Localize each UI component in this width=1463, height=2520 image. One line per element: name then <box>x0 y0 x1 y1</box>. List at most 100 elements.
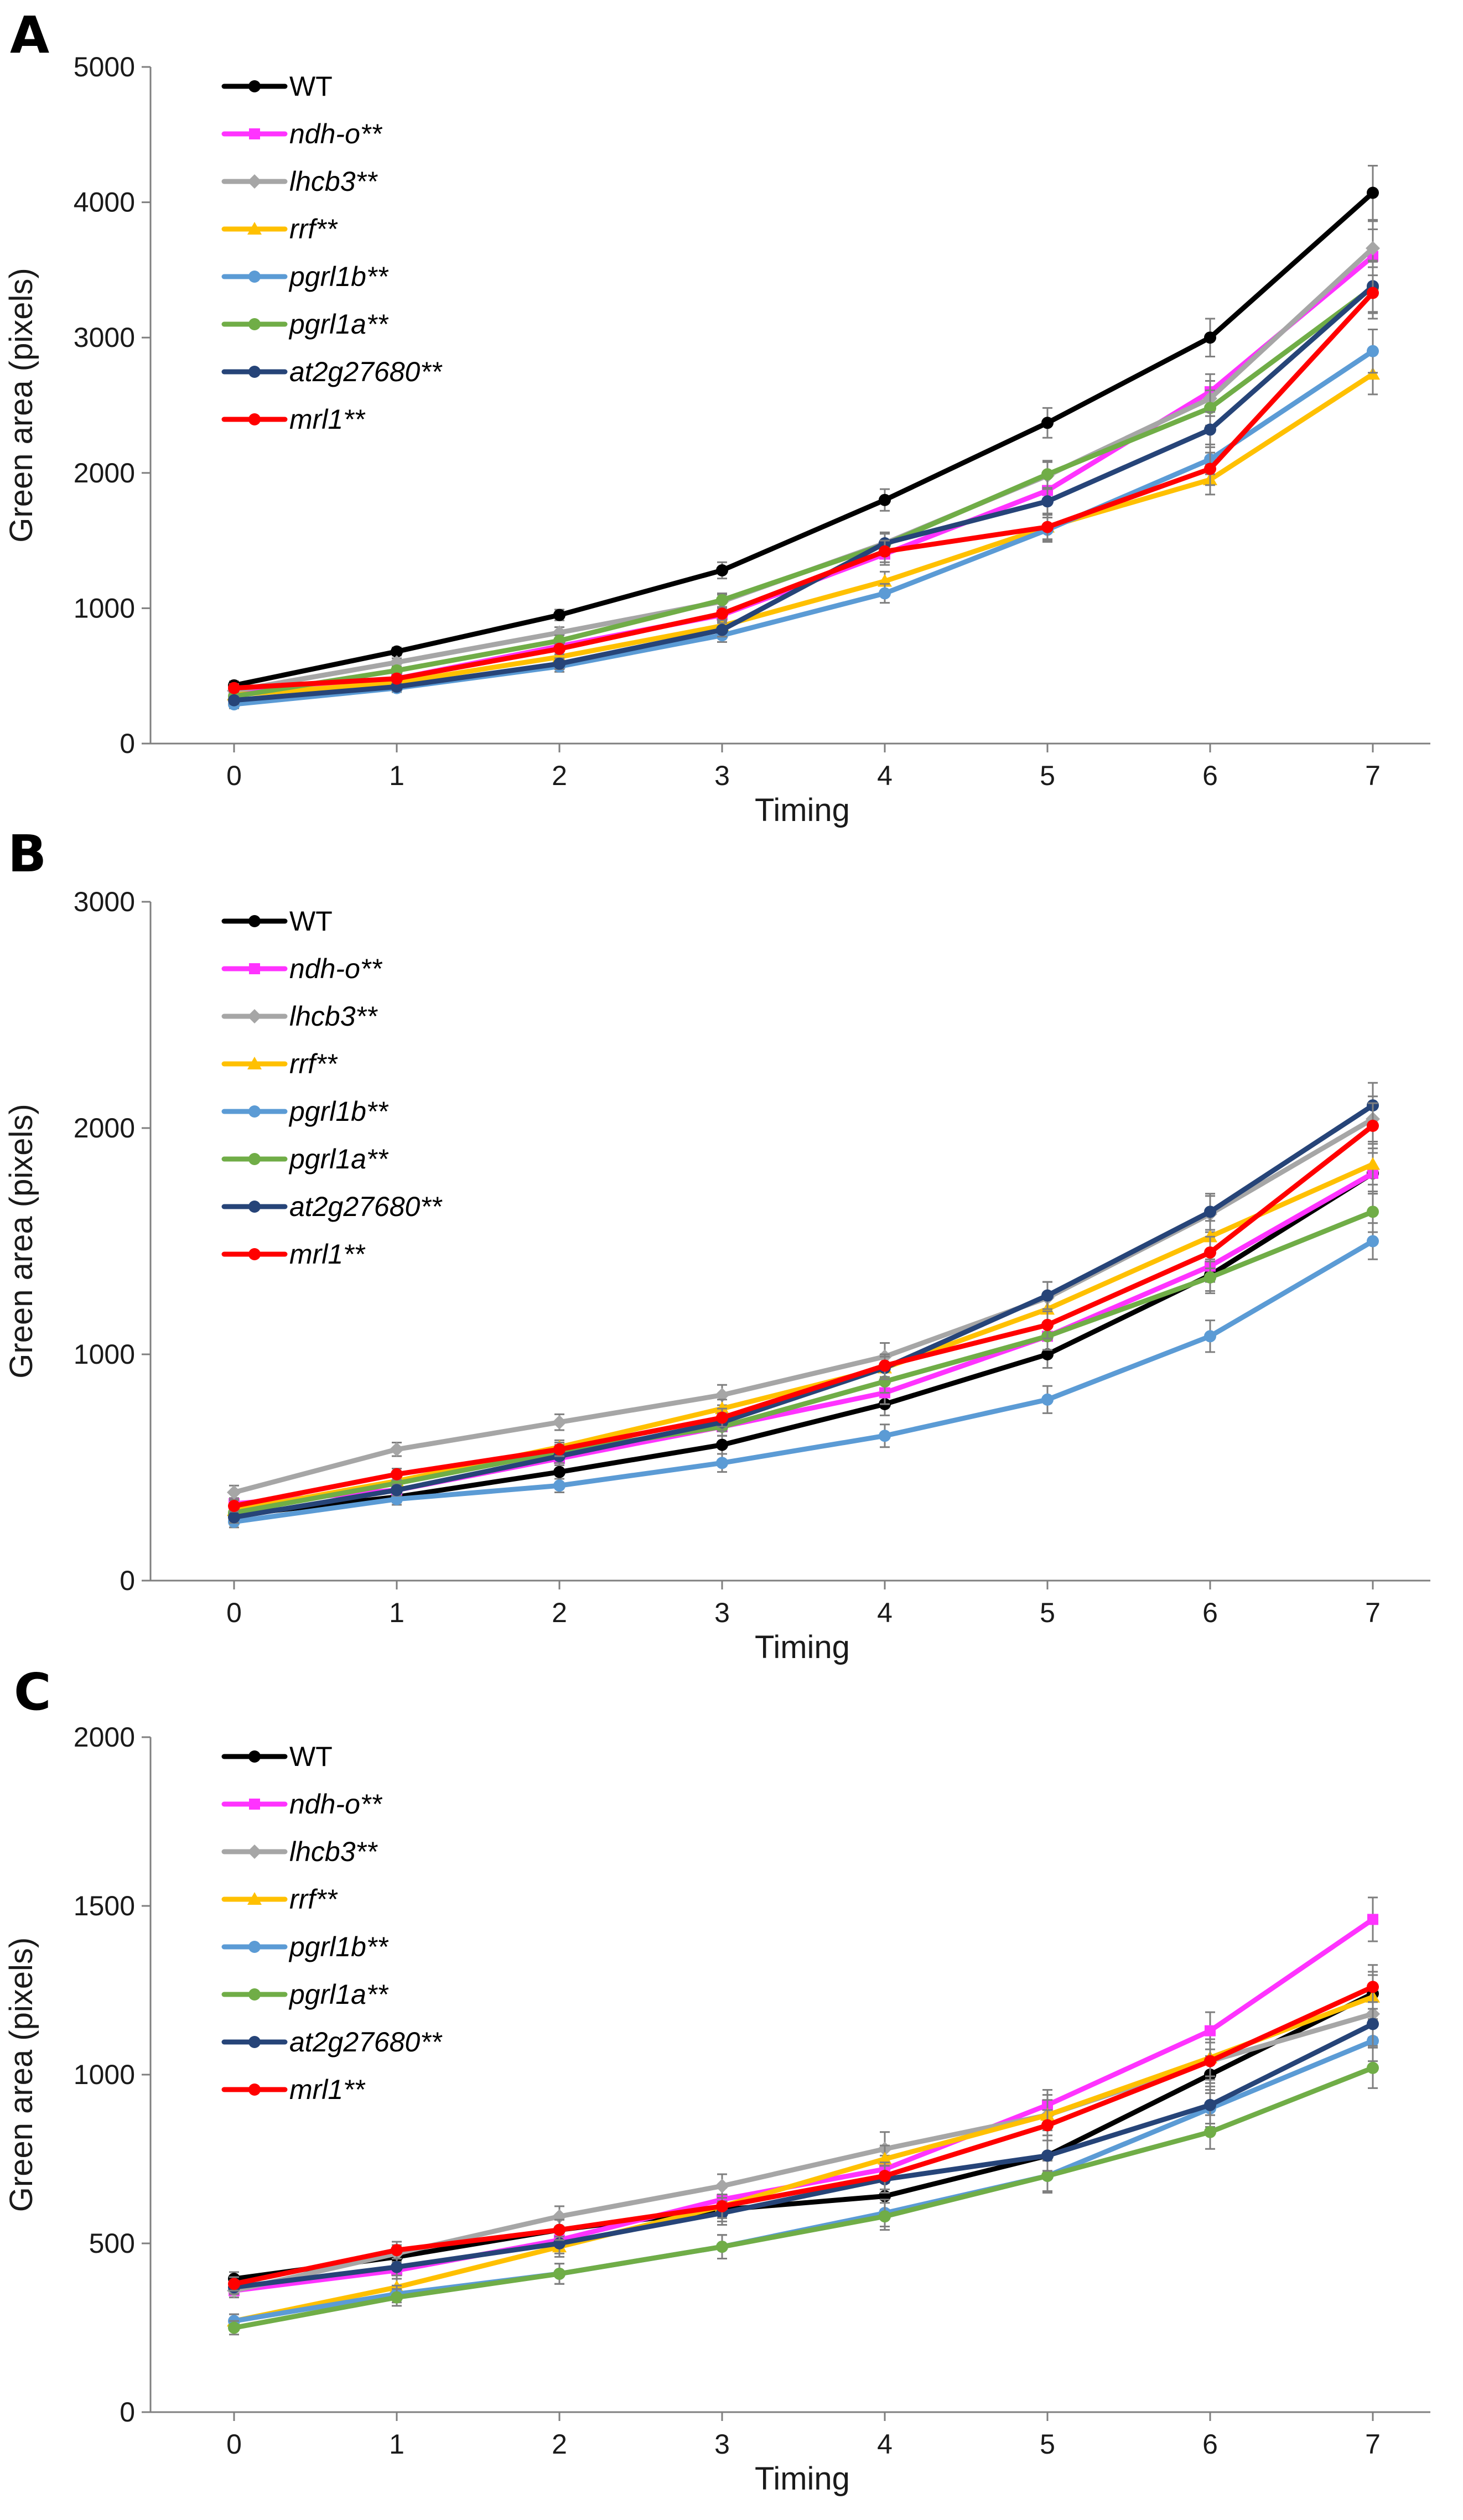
data-point <box>1041 417 1054 429</box>
legend-label: at2g27680** <box>289 1191 443 1222</box>
legend-label: pgrl1b** <box>288 261 388 292</box>
data-point <box>391 2291 403 2304</box>
legend-label: pgrl1a** <box>288 1144 388 1175</box>
x-axis-title: Timing <box>755 1629 850 1665</box>
data-point <box>391 645 403 658</box>
legend: WT ndh-o** lhcb3** rrf** pgrl1b** pgrl1a** at2… <box>221 71 443 435</box>
legend-label: WT <box>289 1741 333 1772</box>
legend-swatch-marker <box>248 1105 261 1118</box>
data-point <box>1366 1157 1380 1170</box>
data-point <box>879 2210 891 2223</box>
legend-label: ndh-o** <box>289 953 382 984</box>
legend-label: lhcb3** <box>289 166 378 197</box>
legend-swatch-marker <box>248 1988 261 2001</box>
data-point <box>1204 402 1216 414</box>
series-line <box>231 1984 1376 2287</box>
data-point <box>716 623 728 636</box>
legend-swatch-marker <box>248 1201 261 1213</box>
data-point <box>716 1411 728 1424</box>
x-tick-label: 1 <box>389 760 404 791</box>
legend-swatch-marker <box>249 1799 260 1810</box>
data-point <box>716 2241 728 2253</box>
legend-swatch-marker <box>248 915 261 927</box>
legend-swatch-marker <box>248 1248 261 1260</box>
legend-swatch-marker <box>248 271 261 283</box>
data-point <box>1041 1393 1054 1406</box>
legend-swatch-marker <box>248 366 261 378</box>
data-point <box>1204 2055 1216 2067</box>
legend-label: pgrl1b** <box>288 1096 388 1127</box>
data-point <box>879 1430 891 1442</box>
data-point <box>1205 2025 1216 2036</box>
y-tick-label: 1000 <box>74 1339 135 1370</box>
data-point <box>1041 2149 1054 2162</box>
data-point <box>1367 287 1379 299</box>
legend-swatch-marker <box>248 2083 261 2096</box>
data-point <box>715 2179 729 2194</box>
x-tick-label: 2 <box>552 760 567 791</box>
legend-label: ndh-o** <box>289 1789 382 1820</box>
series-line <box>231 285 1376 699</box>
y-tick-label: 1000 <box>74 2059 135 2090</box>
legend-label: mrl1** <box>289 404 366 435</box>
data-point <box>716 607 728 620</box>
series-line <box>231 1171 1376 1518</box>
panel-a: A 0 1000 2000 3000 4000 5000 0 1 2 3 4 5 6 7 Timing Gree… <box>3 6 1430 828</box>
legend-swatch-marker <box>248 318 261 330</box>
series-mrl1 <box>228 1964 1379 2292</box>
series-line <box>231 1103 1376 1520</box>
data-point <box>1204 2126 1216 2138</box>
data-point <box>1367 186 1379 199</box>
x-tick-label: 0 <box>226 1597 242 1628</box>
legend-swatch-marker <box>248 413 261 425</box>
data-point <box>1367 345 1379 357</box>
legend: WT ndh-o** lhcb3** rrf** pgrl1b** pgrl1a** at2… <box>221 1741 443 2105</box>
data-point <box>390 1442 404 1457</box>
legend-label: pgrl1a** <box>288 1979 388 2010</box>
series-mrl1 <box>228 1102 1379 1513</box>
data-point <box>1367 1235 1379 1248</box>
data-point <box>879 493 891 506</box>
data-point <box>1204 2098 1216 2111</box>
data-point <box>391 1468 403 1480</box>
data-point <box>1204 331 1216 344</box>
data-point <box>391 672 403 685</box>
legend-swatch-marker <box>249 963 260 974</box>
data-point <box>227 1485 241 1500</box>
data-point <box>1204 423 1216 436</box>
x-tick-label: 2 <box>552 2429 567 2460</box>
legend-label: lhcb3** <box>289 1001 378 1032</box>
data-point <box>1041 1348 1054 1360</box>
data-point <box>391 2261 403 2273</box>
legend-swatch-marker <box>247 222 262 235</box>
data-point <box>553 2267 566 2280</box>
data-point <box>1204 463 1216 475</box>
y-tick-label: 500 <box>89 2228 135 2259</box>
y-tick-label: 2000 <box>74 458 135 489</box>
data-point <box>1204 1271 1216 1284</box>
series-line <box>231 1209 1376 1515</box>
legend-label: mrl1** <box>289 1239 366 1270</box>
data-point <box>1367 1119 1379 1132</box>
data-point <box>716 594 728 606</box>
series-line <box>231 283 1376 703</box>
data-point <box>1041 2170 1054 2182</box>
x-tick-label: 6 <box>1202 760 1218 791</box>
data-point <box>1041 2119 1054 2132</box>
data-point <box>228 682 240 694</box>
legend-label: mrl1** <box>289 2074 366 2105</box>
x-tick-label: 7 <box>1365 1597 1381 1628</box>
data-point <box>552 1415 567 1430</box>
x-tick-label: 4 <box>877 2429 893 2460</box>
data-point <box>879 545 891 558</box>
data-point <box>1367 2018 1379 2030</box>
data-point <box>553 657 566 670</box>
x-tick-label: 0 <box>226 2429 242 2460</box>
panel-letter: B <box>8 824 46 884</box>
legend-label: rrf** <box>289 1884 338 1915</box>
data-point <box>1367 1914 1378 1925</box>
series-line <box>231 1123 1376 1509</box>
series-line <box>231 1161 1376 1513</box>
x-tick-label: 6 <box>1202 1597 1218 1628</box>
legend-swatch-marker <box>249 128 260 139</box>
